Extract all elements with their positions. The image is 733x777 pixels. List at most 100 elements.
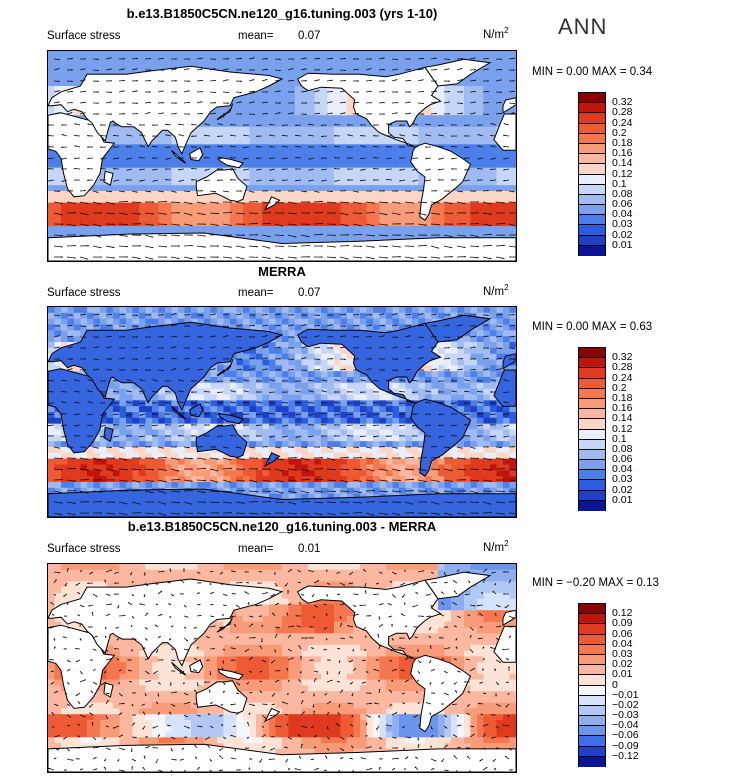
field-cell bbox=[106, 126, 114, 134]
field-cell bbox=[379, 51, 387, 58]
field-cell bbox=[340, 56, 348, 64]
field-cell bbox=[308, 126, 316, 134]
field-cell bbox=[165, 56, 173, 64]
stress-vector-head bbox=[460, 112, 463, 115]
field-cell bbox=[236, 167, 244, 175]
stress-vector-head bbox=[282, 168, 284, 170]
field-cell bbox=[503, 330, 511, 337]
field-cell bbox=[412, 51, 420, 58]
field-cell bbox=[509, 68, 516, 75]
field-cell bbox=[80, 115, 88, 122]
field-cell bbox=[327, 237, 335, 245]
field-cell bbox=[93, 312, 101, 320]
field-cell bbox=[275, 202, 283, 210]
stress-vector-head bbox=[281, 258, 284, 260]
field-cell bbox=[483, 196, 491, 204]
field-cell bbox=[145, 150, 153, 157]
field-cell bbox=[399, 179, 407, 186]
field-cell bbox=[405, 132, 413, 140]
stress-vector-head bbox=[399, 124, 401, 126]
colorbar-box bbox=[578, 193, 606, 206]
field-cell bbox=[262, 56, 270, 64]
field-cell bbox=[477, 312, 485, 320]
stress-vector-head bbox=[57, 90, 60, 92]
stress-vector-head bbox=[282, 124, 285, 126]
field-cell bbox=[230, 56, 238, 64]
field-cell bbox=[327, 353, 335, 361]
field-cell bbox=[457, 51, 465, 58]
stress-vector-head bbox=[334, 145, 337, 148]
field-cell bbox=[308, 231, 316, 239]
field-cell bbox=[314, 231, 322, 239]
field-cell bbox=[457, 126, 465, 134]
field-cell bbox=[158, 220, 166, 227]
field-cell bbox=[503, 226, 511, 233]
field-cell bbox=[191, 179, 199, 186]
field-cell bbox=[119, 318, 127, 326]
field-cell bbox=[470, 103, 478, 110]
stress-vector-head bbox=[396, 91, 398, 93]
field-cell bbox=[308, 109, 316, 116]
stress-vector-head bbox=[191, 245, 193, 247]
field-cell bbox=[496, 353, 504, 361]
field-cell bbox=[256, 91, 264, 99]
field-cell bbox=[210, 318, 218, 326]
field-cell bbox=[483, 353, 491, 361]
field-cell bbox=[54, 342, 62, 349]
field-cell bbox=[464, 196, 472, 204]
stress-vector-head bbox=[278, 112, 281, 114]
field-cell bbox=[321, 353, 329, 361]
field-cell bbox=[301, 237, 309, 245]
stress-vector-head bbox=[178, 134, 181, 136]
field-cell bbox=[249, 91, 257, 99]
field-cell bbox=[67, 312, 75, 320]
field-cell bbox=[477, 347, 485, 355]
field-cell bbox=[321, 214, 329, 221]
stress-vector-head bbox=[187, 190, 190, 193]
field-cell bbox=[67, 318, 75, 326]
field-cell bbox=[256, 347, 264, 355]
field-cell bbox=[152, 196, 160, 204]
field-cell bbox=[438, 121, 446, 128]
field-cell bbox=[327, 115, 335, 122]
field-cell bbox=[457, 196, 465, 204]
field-cell bbox=[178, 161, 186, 169]
stress-vector-head bbox=[269, 179, 272, 182]
field-cell bbox=[87, 202, 95, 210]
field-cell bbox=[217, 150, 225, 157]
field-cell bbox=[282, 307, 290, 314]
field-cell bbox=[48, 86, 56, 93]
field-cell bbox=[184, 307, 192, 314]
field-cell bbox=[275, 318, 283, 326]
field-cell bbox=[236, 226, 244, 233]
field-cell bbox=[269, 126, 277, 134]
stress-vector-head bbox=[346, 202, 349, 204]
field-cell bbox=[100, 196, 108, 204]
field-cell bbox=[444, 196, 452, 204]
field-cell bbox=[327, 312, 335, 320]
field-cell bbox=[48, 336, 56, 343]
field-cell bbox=[48, 307, 56, 314]
field-cell bbox=[230, 62, 238, 70]
field-cell bbox=[483, 336, 491, 343]
field-cell bbox=[80, 220, 88, 227]
stress-vector-head bbox=[87, 157, 90, 159]
stress-vector-head bbox=[268, 247, 271, 249]
field-cell bbox=[321, 342, 329, 349]
field-cell bbox=[275, 347, 283, 355]
field-cell bbox=[314, 191, 322, 198]
field-cell bbox=[444, 132, 452, 140]
stress-vector-head bbox=[230, 179, 232, 181]
field-cell bbox=[483, 342, 491, 349]
field-cell bbox=[262, 150, 270, 157]
field-cell bbox=[496, 365, 504, 372]
stress-vector-head bbox=[226, 79, 229, 81]
field-cell bbox=[418, 109, 426, 116]
field-cell bbox=[152, 226, 160, 233]
field-cell bbox=[425, 56, 433, 64]
field-cell bbox=[256, 126, 264, 134]
field-cell bbox=[269, 359, 277, 366]
field-cell bbox=[470, 150, 478, 157]
stress-vector-head bbox=[113, 124, 115, 126]
stress-vector-head bbox=[295, 134, 298, 137]
